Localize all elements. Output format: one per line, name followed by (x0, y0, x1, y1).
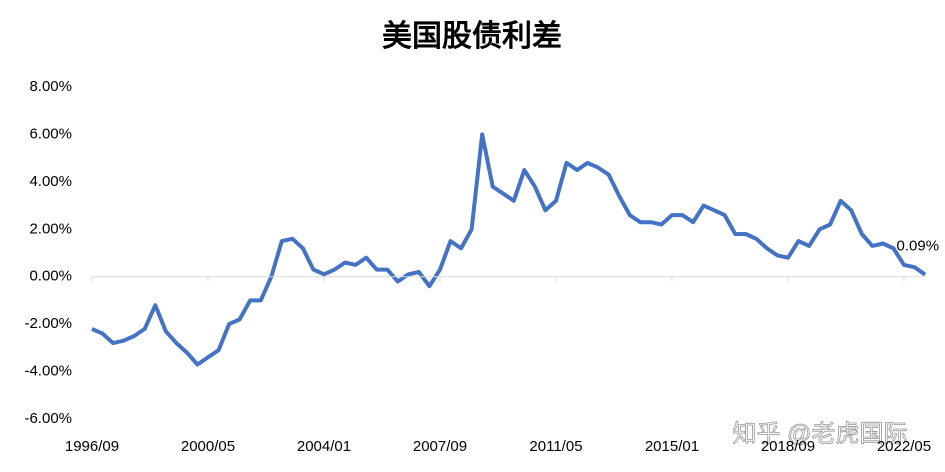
y-tick-label: -6.00% (24, 410, 72, 427)
x-tick-label: 2015/01 (645, 438, 699, 455)
y-tick-label: 0.00% (29, 268, 72, 285)
x-tick-label: 2007/09 (413, 438, 467, 455)
x-tick-label: 2004/01 (297, 438, 351, 455)
x-tick-label: 2011/05 (529, 438, 582, 455)
watermark: 知乎 @老虎国际 (732, 420, 907, 447)
chart-title: 美国股债利差 (382, 19, 562, 53)
y-tick-label: -2.00% (24, 315, 72, 332)
y-tick-label: 4.00% (29, 173, 72, 190)
x-tick-label: 2000/05 (181, 438, 235, 455)
y-tick-label: -4.00% (24, 363, 72, 380)
y-tick-label: 8.00% (29, 78, 72, 95)
x-tick-label: 2018/09 (761, 438, 815, 455)
data-label: 0.09% (897, 238, 940, 255)
y-tick-label: 6.00% (29, 125, 72, 142)
y-tick-label: 2.00% (29, 220, 72, 237)
x-tick-label: 2022/05 (877, 438, 931, 455)
line (91, 132, 927, 367)
x-tick-label: 1996/09 (65, 438, 119, 455)
